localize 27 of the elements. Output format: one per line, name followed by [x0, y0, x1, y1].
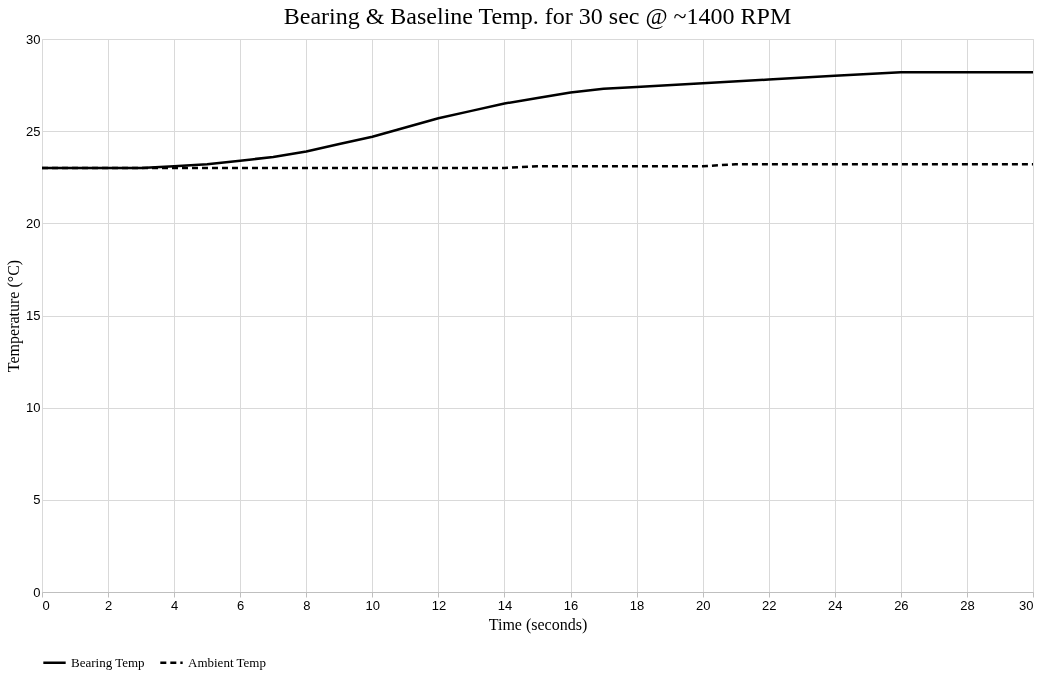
x-tick-label: 16 — [563, 597, 579, 613]
legend-label: Ambient Temp — [188, 654, 266, 670]
x-tick-label: 30 — [1019, 597, 1034, 613]
x-tick-label: 24 — [828, 597, 843, 613]
y-tick-label: 15 — [26, 308, 41, 323]
legend-label: Bearing Temp — [71, 654, 145, 670]
x-tick-label: 28 — [960, 597, 975, 613]
x-tick-label: 26 — [894, 597, 909, 613]
y-tick-label: 0 — [33, 584, 41, 600]
chart-title: Bearing & Baseline Temp. for 30 sec @ ~1400 RPM — [283, 3, 792, 29]
y-tick-label: 10 — [26, 400, 41, 416]
x-tick-label: 22 — [762, 597, 777, 613]
x-axis-title: Time (seconds) — [488, 615, 588, 634]
x-tick-label: 14 — [497, 597, 513, 613]
y-tick-label: 5 — [33, 492, 41, 508]
y-tick-label: 25 — [26, 123, 41, 139]
x-tick-label: 6 — [237, 597, 245, 613]
x-tick-label: 8 — [303, 597, 311, 613]
x-tick-label: 10 — [365, 597, 381, 613]
y-tick-label: 20 — [26, 215, 41, 231]
y-axis-title: Temperature (°C) — [5, 259, 24, 373]
x-tick-label: 18 — [629, 597, 645, 613]
x-tick-label: 2 — [104, 597, 113, 613]
x-tick-label: 4 — [171, 597, 179, 613]
x-tick-label: 20 — [695, 597, 711, 613]
y-tick-label: 30 — [26, 31, 41, 47]
x-tick-label: 12 — [431, 597, 447, 613]
